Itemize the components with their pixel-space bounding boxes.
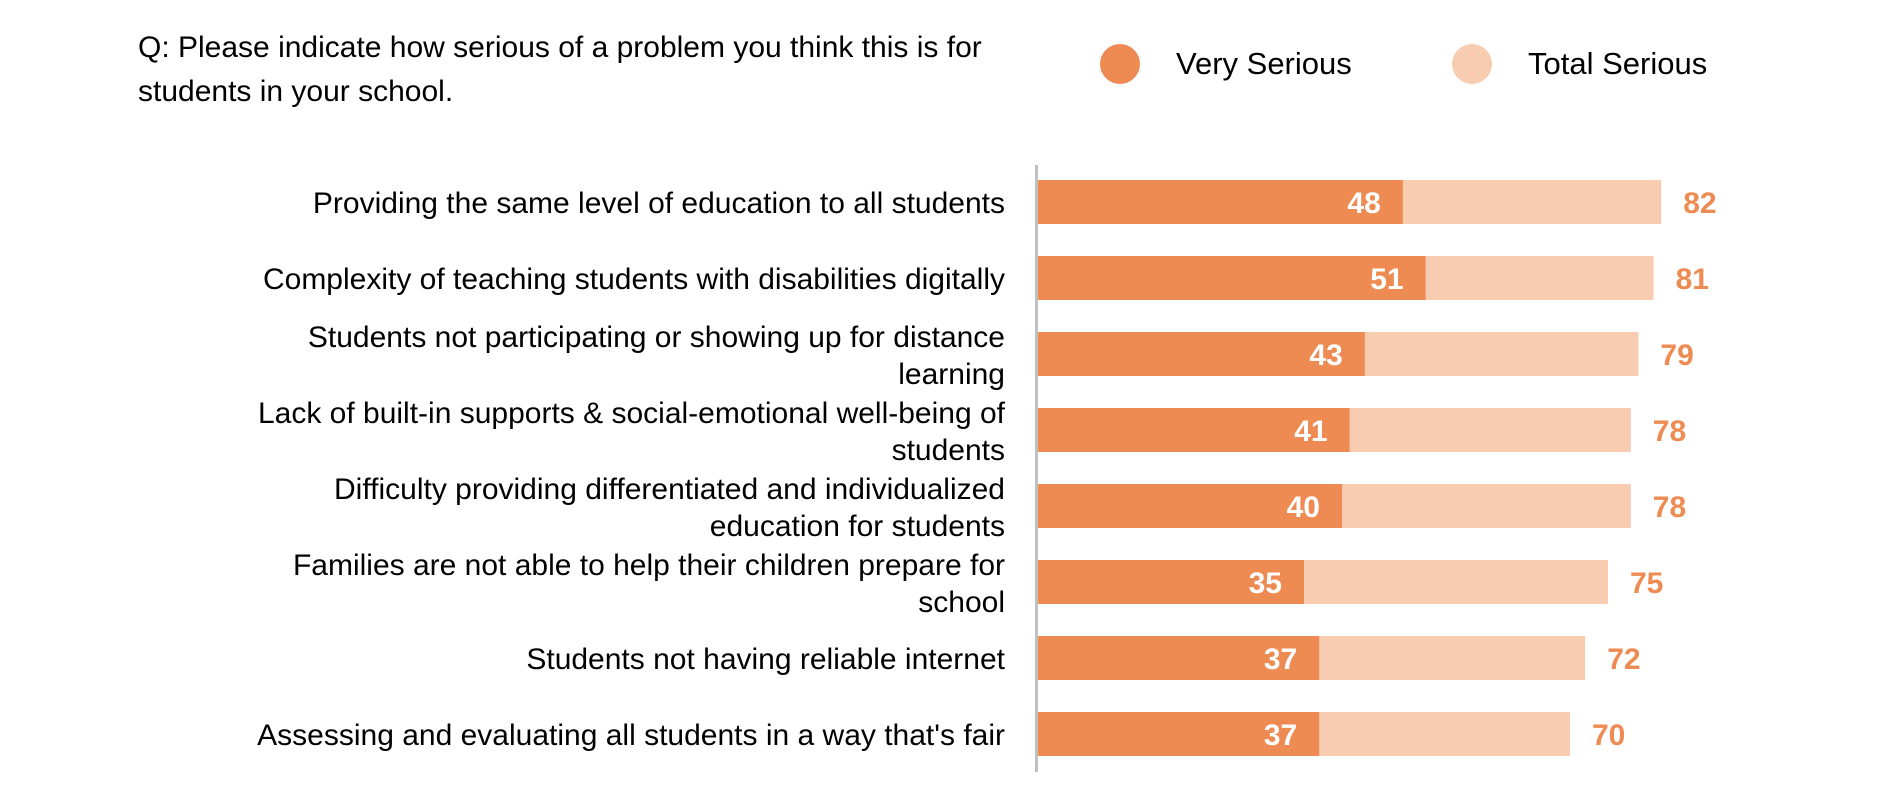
legend-very-serious: Very Serious bbox=[1100, 40, 1352, 88]
total-serious-value-label: 78 bbox=[1653, 415, 1686, 448]
very-serious-bar bbox=[1038, 180, 1403, 224]
very-serious-bar bbox=[1038, 256, 1426, 300]
very-serious-bar bbox=[1038, 484, 1342, 528]
category-label: Difficulty providing differentiated and … bbox=[334, 473, 1005, 506]
legend-very-serious-label: Very Serious bbox=[1176, 46, 1352, 81]
total-serious-value-label: 81 bbox=[1676, 263, 1709, 296]
very-serious-value-label: 48 bbox=[1347, 187, 1380, 220]
legend-total-serious: Total Serious bbox=[1452, 40, 1707, 88]
very-serious-bar bbox=[1038, 712, 1320, 756]
very-serious-value-label: 35 bbox=[1249, 567, 1282, 600]
very-serious-bar bbox=[1038, 560, 1304, 604]
very-serious-bar bbox=[1038, 636, 1320, 680]
total-serious-value-label: 72 bbox=[1607, 643, 1640, 676]
total-serious-value-label: 70 bbox=[1592, 719, 1625, 752]
very-serious-value-label: 40 bbox=[1287, 491, 1320, 524]
very-serious-bar bbox=[1038, 408, 1350, 452]
total-serious-value-label: 78 bbox=[1653, 491, 1686, 524]
category-label: learning bbox=[898, 358, 1005, 391]
category-label: Complexity of teaching students with dis… bbox=[263, 263, 1005, 296]
category-label: students bbox=[892, 434, 1005, 467]
total-serious-value-label: 75 bbox=[1630, 567, 1663, 600]
legend-total-serious-swatch bbox=[1452, 44, 1492, 84]
legend-very-serious-swatch bbox=[1100, 44, 1140, 84]
very-serious-bar bbox=[1038, 332, 1365, 376]
very-serious-value-label: 51 bbox=[1370, 263, 1403, 296]
very-serious-value-label: 37 bbox=[1264, 719, 1297, 752]
category-label: Families are not able to help their chil… bbox=[293, 549, 1005, 582]
category-label: Students not participating or showing up… bbox=[308, 321, 1005, 354]
total-serious-value-label: 79 bbox=[1660, 339, 1693, 372]
very-serious-value-label: 37 bbox=[1264, 643, 1297, 676]
total-serious-value-label: 82 bbox=[1683, 187, 1716, 220]
category-label: Providing the same level of education to… bbox=[313, 187, 1005, 220]
legend-total-serious-label: Total Serious bbox=[1528, 46, 1708, 81]
category-label: school bbox=[918, 586, 1005, 619]
very-serious-value-label: 41 bbox=[1294, 415, 1327, 448]
category-label: Lack of built-in supports & social-emoti… bbox=[258, 397, 1006, 430]
very-serious-value-label: 43 bbox=[1309, 339, 1342, 372]
category-label: education for students bbox=[710, 510, 1005, 543]
category-label: Students not having reliable internet bbox=[526, 643, 1005, 676]
question-text: Q: Please indicate how serious of a prob… bbox=[138, 31, 982, 108]
category-label: Assessing and evaluating all students in… bbox=[257, 719, 1005, 752]
